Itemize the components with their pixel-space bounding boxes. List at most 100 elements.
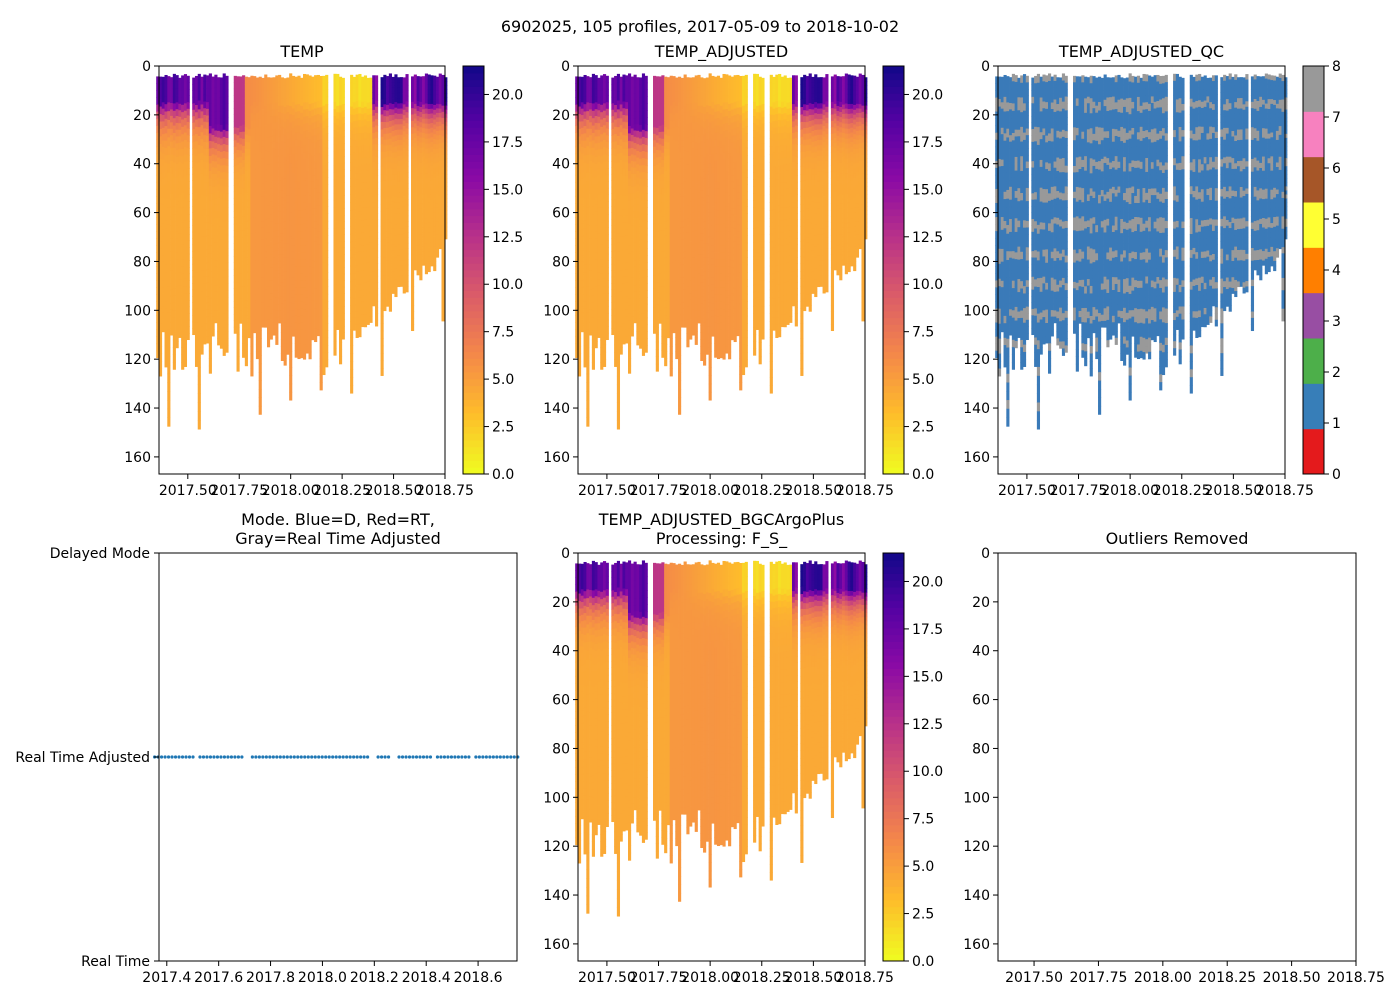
heat-cell [261, 283, 265, 291]
heat-cell [175, 245, 179, 253]
heat-cell [633, 173, 637, 181]
heat-cell [341, 143, 345, 151]
heat-cell [197, 251, 201, 261]
heat-cell [261, 90, 265, 97]
heat-cell [316, 303, 320, 311]
heat-cell [316, 114, 320, 121]
heat-cell [422, 123, 426, 129]
heat-cell [183, 300, 188, 309]
heat-cell [247, 324, 251, 332]
heat-cell [394, 213, 398, 220]
heat-cell [203, 209, 207, 217]
heat-cell [430, 118, 434, 124]
heat-cell [435, 108, 440, 114]
heat-cell [303, 245, 307, 253]
heat-cell [183, 256, 188, 265]
heat-cell [653, 294, 657, 302]
heat-cell [294, 287, 298, 295]
heat-cell [164, 89, 168, 98]
heat-cell [641, 115, 646, 124]
heat-cell [424, 203, 428, 210]
heat-cell [358, 271, 362, 279]
heat-cell [319, 232, 323, 242]
heat-cell [433, 129, 437, 135]
heat-cell [217, 170, 221, 179]
heat-cell [600, 126, 604, 135]
heat-cell [614, 315, 618, 324]
heat-cell [333, 144, 337, 152]
heat-cell [244, 214, 248, 222]
heat-cell [308, 160, 312, 168]
heat-cell [614, 75, 618, 84]
heat-cell [217, 83, 221, 92]
heat-cell [192, 154, 196, 162]
heat-cell [253, 82, 257, 90]
heat-cell [641, 207, 646, 215]
heat-cell [580, 185, 584, 192]
heat-cell [416, 165, 420, 171]
heat-cell [236, 150, 240, 158]
heat-cell [264, 226, 268, 233]
heat-cell [575, 259, 579, 267]
heat-cell [388, 251, 392, 259]
heat-cell [286, 278, 290, 286]
heat-cell [413, 133, 417, 139]
heat-cell [619, 312, 623, 320]
heat-cell [622, 249, 626, 257]
heat-cell [375, 238, 379, 245]
heat-cell [628, 290, 632, 299]
heat-cell [233, 320, 237, 328]
heat-cell [294, 167, 298, 176]
heat-cell [352, 241, 356, 249]
heat-cell [405, 128, 409, 135]
heat-cell [575, 125, 579, 134]
heat-cell [636, 77, 640, 85]
heat-cell [175, 116, 179, 124]
heat-cell [419, 254, 423, 260]
heat-cell [250, 128, 254, 137]
heat-cell [363, 295, 368, 303]
heat-cell [264, 156, 268, 164]
heat-cell [350, 377, 354, 386]
heat-cell [186, 333, 190, 341]
heat-cell [653, 82, 657, 90]
heat-cell [186, 194, 190, 202]
heat-cell [369, 310, 373, 317]
heat-cell [444, 198, 448, 203]
heat-cell [181, 303, 185, 311]
heat-cell [194, 250, 199, 258]
heat-cell [413, 167, 417, 173]
heat-cell [619, 222, 623, 230]
heat-cell [336, 112, 340, 120]
colorbar-band [463, 86, 484, 94]
heat-cell [441, 81, 445, 88]
heat-cell [253, 300, 257, 308]
heat-cell [441, 105, 445, 113]
heat-cell [399, 150, 404, 157]
heat-cell [625, 189, 629, 197]
heat-cell [264, 106, 268, 113]
heat-cell [580, 102, 584, 110]
heat-cell [591, 110, 595, 119]
heat-cell [261, 271, 265, 278]
heat-cell [222, 228, 226, 237]
heat-cell [383, 198, 387, 205]
heat-cell [577, 233, 582, 242]
heat-cell [419, 142, 423, 149]
heat-cell [336, 188, 340, 196]
heat-cell [203, 74, 207, 82]
heat-cell [375, 319, 379, 327]
heat-cell [380, 286, 384, 294]
heat-cell [391, 163, 395, 170]
heat-cell [653, 185, 657, 193]
heat-cell [247, 187, 251, 195]
heat-cell [591, 347, 595, 355]
heat-cell [264, 270, 268, 278]
heat-cell [363, 301, 368, 309]
heat-cell [575, 287, 579, 295]
heat-cell [214, 229, 218, 237]
heat-cell [178, 97, 182, 105]
heat-cell [158, 323, 163, 332]
heat-cell [589, 283, 593, 291]
heat-cell [352, 178, 356, 185]
